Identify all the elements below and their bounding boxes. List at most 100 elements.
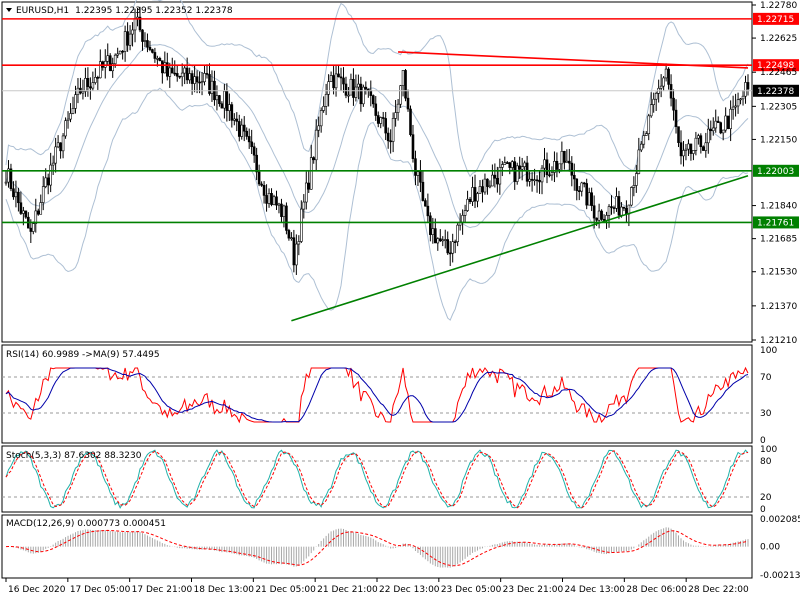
price-tick-label: 1.21685 [760,235,797,245]
candle-body [396,103,400,113]
candle-body [379,117,383,124]
candle-body [198,81,201,84]
candle-body [642,135,646,145]
candle-body [307,182,311,190]
candle-body [441,239,445,242]
candle-body [453,241,457,244]
candle-body [297,241,301,245]
candle-body [481,186,484,193]
candle-body [434,228,437,244]
candle-body [513,161,517,182]
candle-body [188,73,191,81]
price-panel[interactable]: 1.22715 1.22498 1.22003 1.21761 1.22378 1.22… [1,0,799,346]
candle-body [133,18,137,31]
stoch-signal-line [5,450,749,509]
candle-body [389,140,392,143]
candle-body [577,190,581,192]
candle-body [406,97,410,110]
macd-panel-frame [1,514,753,579]
candle-body [702,146,705,151]
candle-body [421,181,425,201]
candle-body [357,83,360,88]
candle-body [644,133,648,136]
stoch-panel[interactable]: 100 80 20 0 Stoch(5,3,3) 87.6302 88.3230 [1,445,777,515]
candle-body [376,115,380,124]
candle-body [635,173,638,186]
candle-body [515,165,519,182]
candle-body [22,210,25,214]
candle-body [649,104,653,117]
candle-body [166,62,169,77]
candle-body [466,198,469,211]
candle-body [59,142,62,152]
candle-body [684,148,688,151]
candle-body [677,126,680,143]
candle-body [394,112,397,119]
candle-body [86,78,90,87]
candle-body [324,93,328,107]
candle-body [237,121,241,137]
candle-body [190,73,194,84]
horizontal-lines[interactable]: 1.22715 1.22498 1.22003 1.21761 1.22378 [2,12,799,229]
candle-body [203,73,206,83]
axis-label: 30 [760,409,772,419]
candle-body [501,164,504,168]
candle-body [416,171,420,176]
price-panel-frame [1,1,753,343]
candle-body [704,142,708,151]
candle-body [339,76,343,79]
candle-body [7,168,10,183]
time-tick-label: 21 Dec 21:00 [317,585,378,595]
candle-body [612,207,616,209]
candle-body [555,160,559,170]
candle-body [210,80,214,94]
symbol-title: EURUSD,H1 1.22395 1.22395 1.22352 1.22378 [16,6,233,16]
candle-body [121,50,124,53]
candle-body [528,178,531,182]
candle-body [329,75,333,82]
candle-body [46,177,50,186]
candle-body [669,84,673,99]
candle-body [304,182,308,203]
rsi-panel-frame [1,344,753,444]
candle-body [352,78,355,98]
trendline[interactable] [398,51,749,69]
trendlines[interactable] [291,51,749,322]
candle-body [714,120,718,129]
level-price-label: 1.22715 [757,15,794,25]
candle-body [255,154,258,173]
candle-body [205,73,209,75]
trendline[interactable] [291,174,749,322]
candle-body [381,117,385,119]
rsi-panel[interactable]: 100 70 30 0 RSI(14) 60.9989 ->MA(9) 57.4495 [1,344,777,446]
symbol-menu-arrow[interactable] [6,8,12,12]
candle-body [697,135,700,139]
band-lower [5,87,749,321]
candle-body [540,167,544,183]
candle-body [242,124,246,132]
axis-label: 0 [760,505,766,515]
candle-body [426,205,430,217]
candle-body [163,62,167,74]
candle-body [476,193,479,202]
candle-body [550,172,554,176]
level-price-tag [753,12,799,25]
macd-panel[interactable]: 0.002085 0.00 -0.002137 MACD(12,26,9) 0.00… [1,514,800,581]
stoch-axis: 100 80 20 0 [760,445,777,515]
candle-body [230,104,234,121]
candle-body [282,205,286,217]
candle-body [143,40,147,42]
candle-body [69,113,72,120]
candle-body [29,227,33,232]
level-price-label: 1.22498 [757,61,794,71]
candle-body [285,205,288,231]
candle-body [233,118,236,121]
candle-body [530,178,534,181]
candle-body [12,188,15,198]
candle-body [620,206,623,216]
candle-body [220,103,224,109]
candle-body [178,75,182,78]
candle-body [744,82,747,97]
candle-body [622,206,626,209]
